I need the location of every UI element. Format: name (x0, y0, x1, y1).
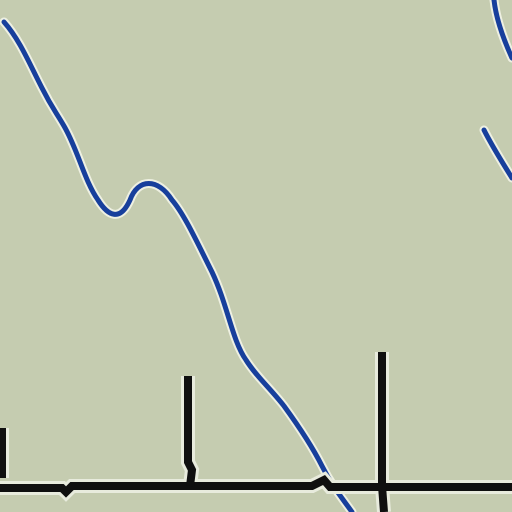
river-top-right (491, 0, 512, 61)
road-layer (0, 352, 512, 512)
road-spur-right (378, 352, 388, 512)
river-right-segment (481, 127, 512, 181)
main-river (1, 19, 355, 512)
road-spur-middle (184, 376, 197, 487)
